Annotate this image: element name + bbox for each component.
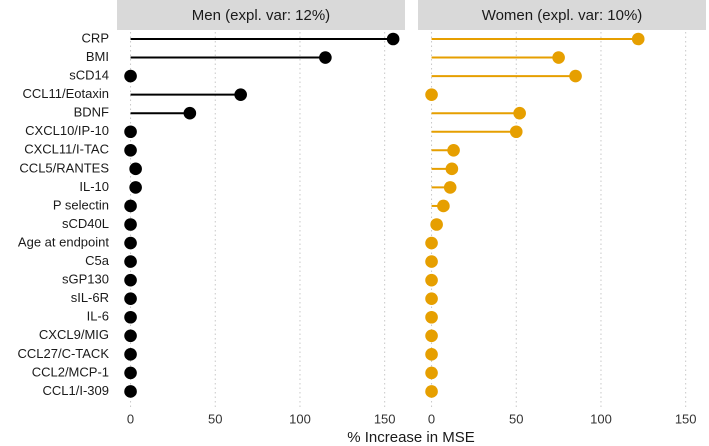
men-point [124,292,137,306]
men-point [124,366,137,380]
men-point [124,125,137,139]
men-point [124,69,137,83]
x-axis-title: % Increase in MSE [347,429,475,446]
category-label: P selectin [53,197,109,212]
men-point [319,51,332,64]
women-point [425,385,438,398]
men-point [124,329,137,343]
men-x-tick-label: 100 [289,411,311,426]
category-label: CCL2/MCP-1 [32,364,109,379]
men-panel-title: Men (expl. var: 12%) [192,7,330,24]
women-point [445,162,459,176]
men-point [129,181,142,194]
women-point [631,32,645,46]
men-point [124,310,137,324]
women-point [425,366,438,380]
category-label: IL-10 [79,179,109,194]
women-point [425,329,438,343]
women-x-tick-label: 50 [509,411,523,426]
women-point [425,348,438,361]
men-point [234,88,247,101]
women-point [437,199,450,213]
women-point [443,181,457,194]
women-point [509,125,523,139]
women-point [425,273,438,287]
women-point [425,310,438,324]
men-point [124,273,137,287]
category-label: sGP130 [62,272,109,287]
category-label: Age at endpoint [18,234,109,249]
women-point [425,292,438,306]
women-x-tick-label: 150 [675,411,697,426]
category-label: IL-6 [87,309,109,324]
men-point [183,106,197,120]
women-point [430,218,443,231]
category-label: BMI [86,49,109,64]
category-label: sCD40L [62,216,109,231]
women-point [513,106,526,120]
category-label: CCL27/C-TACK [17,346,109,361]
women-point [425,236,438,250]
men-point [124,348,137,361]
men-point [386,32,400,46]
men-x-tick-label: 150 [374,411,396,426]
category-label: CXCL9/MIG [39,327,109,342]
men-point [124,385,137,398]
women-point [425,88,438,101]
category-label: CCL1/I-309 [43,383,109,398]
category-label: CCL11/Eotaxin [23,86,109,101]
category-label: CXCL11/I-TAC [24,142,109,157]
women-point [425,255,438,268]
women-panel-strip [418,0,706,30]
women-x-tick-label: 0 [428,411,435,426]
category-label: BDNF [74,105,109,120]
women-point [569,69,582,83]
women-panel-title: Women (expl. var: 10%) [482,7,643,24]
men-point [124,199,137,213]
men-point [124,144,137,157]
men-point [124,236,137,250]
men-x-tick-label: 50 [208,411,222,426]
women-point [552,51,565,64]
men-point [124,255,137,268]
category-label: CRP [82,30,109,45]
category-label: CXCL10/IP-10 [25,123,109,138]
category-label: sIL-6R [71,290,109,305]
men-panel-strip [117,0,405,30]
category-label: CCL5/RANTES [19,160,109,175]
category-label: sCD14 [69,68,109,83]
women-point [447,144,460,157]
category-label: C5a [85,253,110,268]
men-point [124,218,137,231]
men-x-tick-label: 0 [127,411,134,426]
men-point [129,162,142,176]
women-x-tick-label: 100 [590,411,612,426]
